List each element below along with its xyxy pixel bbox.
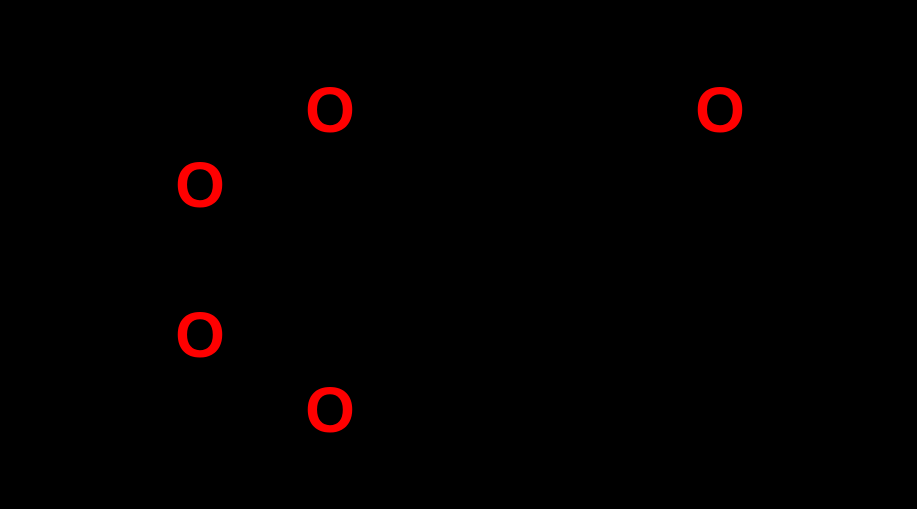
bond — [720, 335, 850, 410]
bond — [460, 260, 590, 335]
bond — [720, 260, 850, 335]
atom-label-o: O — [305, 374, 355, 446]
bond — [590, 335, 720, 410]
bond — [330, 260, 460, 335]
atom-label-o: O — [175, 299, 225, 371]
atom-label-o: O — [695, 74, 745, 146]
bond — [70, 260, 169, 317]
bond — [70, 203, 169, 260]
atom-label-o: O — [305, 74, 355, 146]
atom-label-o: O — [175, 149, 225, 221]
bond — [231, 203, 330, 260]
bond — [590, 260, 720, 335]
bond — [231, 260, 330, 317]
chemical-structure-diagram: O O O O O — [0, 0, 917, 509]
bond — [460, 185, 590, 260]
bond — [330, 185, 460, 260]
